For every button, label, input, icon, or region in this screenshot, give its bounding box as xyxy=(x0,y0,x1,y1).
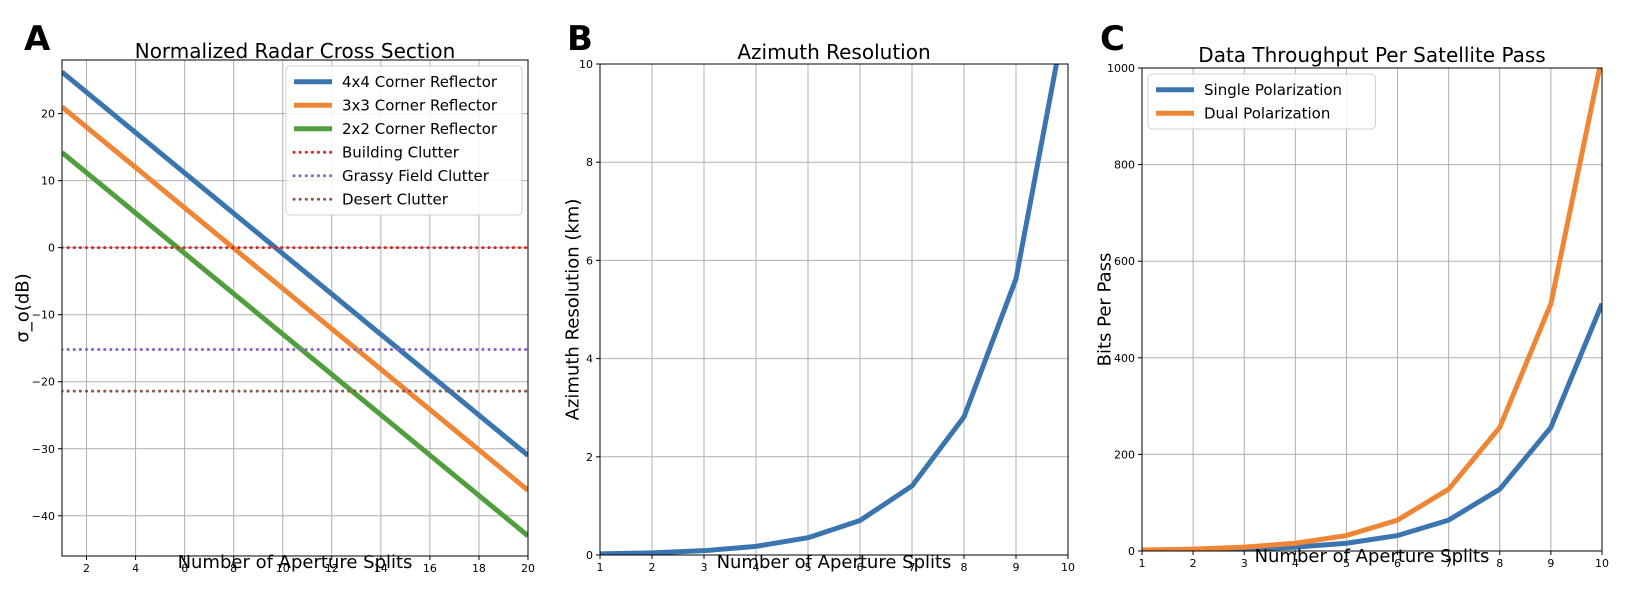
legend-box xyxy=(1147,73,1376,130)
legend-box xyxy=(285,65,523,216)
x-tick-label: 7 xyxy=(909,561,916,574)
plot-frame xyxy=(61,59,529,557)
legend-label: Building Clutter xyxy=(342,143,460,161)
y-tick-label: 8 xyxy=(586,156,593,169)
x-tick-label: 4 xyxy=(753,561,760,574)
y-tick-label: 200 xyxy=(1114,448,1135,461)
y-tick-label: 800 xyxy=(1114,159,1135,172)
legend-label: Dual Polarization xyxy=(1204,104,1330,122)
x-tick-label: 2 xyxy=(1190,557,1197,570)
x-tick-label: 4 xyxy=(132,562,139,575)
series-group xyxy=(1142,68,1602,551)
y-tick-label: −30 xyxy=(32,443,55,456)
series-line-azimuth-resolution xyxy=(600,64,1059,555)
x-tick-label: 10 xyxy=(1595,557,1609,570)
x-tick-label: 3 xyxy=(1241,557,1248,570)
x-tick-label: 10 xyxy=(1061,561,1075,574)
y-tick-label: 10 xyxy=(579,58,593,71)
x-tick-label: 8 xyxy=(961,561,968,574)
y-tick-label: 600 xyxy=(1114,255,1135,268)
panel-letter: C xyxy=(1100,19,1125,59)
y-axis-label: Azimuth Resolution (km) xyxy=(562,199,583,421)
legend-label: 3x3 Corner Reflector xyxy=(342,96,498,114)
y-tick-label: 2 xyxy=(586,451,593,464)
panel-letter: B xyxy=(567,19,593,59)
legend-label: 2x2 Corner Reflector xyxy=(342,120,498,138)
legend-label: Single Polarization xyxy=(1204,81,1342,99)
x-tick-label: 6 xyxy=(181,562,188,575)
x-tick-label: 6 xyxy=(857,561,864,574)
x-tick-label: 20 xyxy=(521,562,535,575)
y-tick-label: −20 xyxy=(32,376,55,389)
y-tick-label: 1000 xyxy=(1107,62,1135,75)
series-group xyxy=(62,70,528,538)
x-tick-label: 9 xyxy=(1547,557,1554,570)
series-line-4x4-corner-reflector xyxy=(62,70,528,458)
x-tick-label: 7 xyxy=(1445,557,1452,570)
legend-label: 4x4 Corner Reflector xyxy=(342,73,498,91)
y-tick-label: 10 xyxy=(41,175,55,188)
chart-title: Data Throughput Per Satellite Pass xyxy=(1198,43,1545,67)
x-tick-label: 4 xyxy=(1292,557,1299,570)
x-tick-label: 6 xyxy=(1394,557,1401,570)
x-tick-label: 12 xyxy=(325,562,339,575)
y-tick-label: 400 xyxy=(1114,352,1135,365)
series-group xyxy=(600,64,1059,555)
legend-label: Desert Clutter xyxy=(342,190,449,208)
y-tick-label: 0 xyxy=(586,549,593,562)
panel-letter: A xyxy=(24,19,51,59)
y-axis-label: σ_o(dB) xyxy=(12,273,33,342)
chart-panel-c: 1 2 3 4 5 6 7 8 9 10 0 200 400 600 800 1000 C Data Throug… xyxy=(1094,19,1609,570)
x-tick-label: 10 xyxy=(276,562,290,575)
x-tick-label: 5 xyxy=(805,561,812,574)
x-tick-label: 14 xyxy=(374,562,388,575)
series-line-dual-polarization xyxy=(1142,68,1602,551)
x-axis-label: Number of Aperture Splits xyxy=(178,552,413,573)
x-tick-label: 3 xyxy=(701,561,708,574)
x-tick-label: 18 xyxy=(472,562,486,575)
plot-frame xyxy=(1141,67,1603,552)
y-tick-label: 0 xyxy=(1128,545,1135,558)
x-tick-label: 8 xyxy=(230,562,237,575)
legend: Single Polarization Dual Polarization xyxy=(1147,73,1376,130)
x-axis-label: Number of Aperture Splits xyxy=(717,552,952,573)
y-tick-label: 4 xyxy=(586,353,593,366)
x-tick-label: 1 xyxy=(1139,557,1146,570)
x-tick-label: 5 xyxy=(1343,557,1350,570)
x-tick-label: 16 xyxy=(423,562,437,575)
legend: 4x4 Corner Reflector 3x3 Corner Reflector… xyxy=(285,65,523,216)
x-tick-label: 2 xyxy=(649,561,656,574)
series-line-3x3-corner-reflector xyxy=(62,104,528,493)
y-tick-label: 6 xyxy=(586,254,593,267)
x-tick-label: 8 xyxy=(1496,557,1503,570)
plot-frame xyxy=(599,63,1069,556)
legend-label: Grassy Field Clutter xyxy=(342,167,490,185)
x-tick-label: 1 xyxy=(597,561,604,574)
chart-title: Azimuth Resolution xyxy=(737,40,930,64)
y-axis-label: Bits Per Pass xyxy=(1094,253,1115,367)
series-line-2x2-corner-reflector xyxy=(62,150,528,538)
y-tick-label: −40 xyxy=(32,510,55,523)
chart-title: Normalized Radar Cross Section xyxy=(135,39,456,63)
chart-panel-a: 2 4 6 8 10 12 14 16 18 20 −40 −30 −20 −10 0 10 20 A Normal… xyxy=(12,19,535,575)
y-tick-label: −10 xyxy=(32,309,55,322)
x-axis-label: Number of Aperture Splits xyxy=(1255,546,1490,567)
x-tick-label: 2 xyxy=(83,562,90,575)
y-tick-label: 20 xyxy=(41,108,55,121)
y-tick-label: 0 xyxy=(48,242,55,255)
x-tick-label: 9 xyxy=(1013,561,1020,574)
